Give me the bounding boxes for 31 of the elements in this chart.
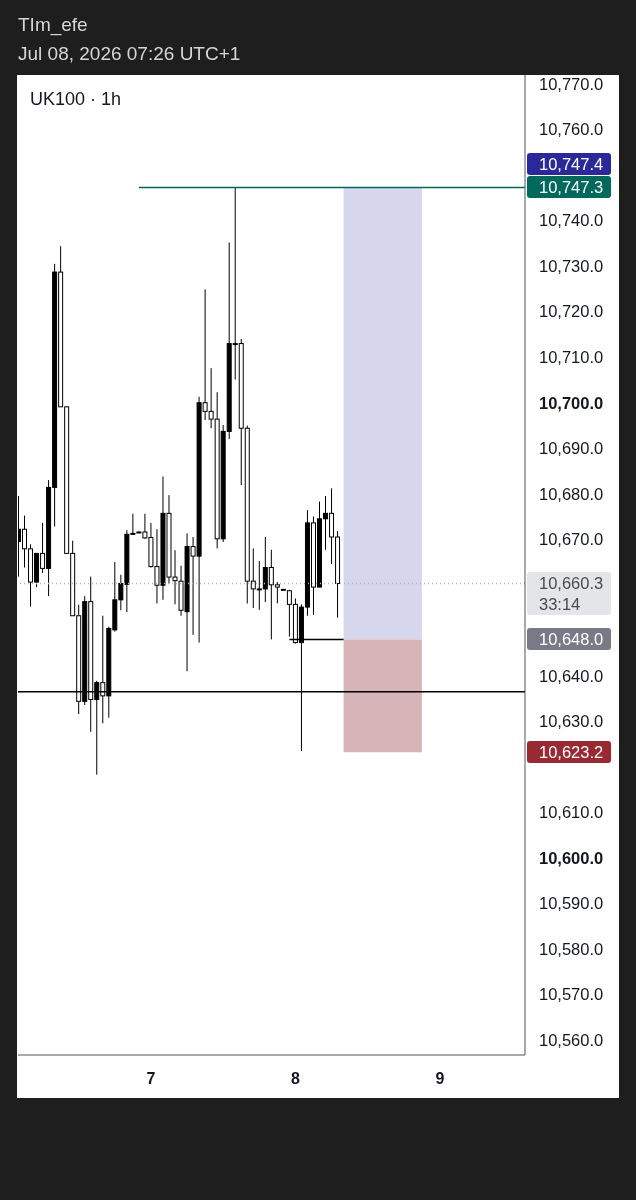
text: Jul 08, 2026 07:26 UTC+1 (18, 42, 241, 66)
y-tick-label: 10,680.0 (539, 484, 604, 503)
text: UK100 · 1h (30, 88, 122, 111)
price-tag: 10,648.0 (527, 628, 611, 651)
price-tag: 10,660.3 33:14 (527, 572, 611, 616)
y-tick-label: 10,560.0 (539, 1030, 604, 1049)
y-tick-label: 10,610.0 (539, 803, 604, 822)
y-tick-label: 10,710.0 (539, 347, 604, 366)
x-tick-label: 8 (290, 1069, 300, 1087)
y-tick-label: 10,720.0 (539, 302, 604, 321)
y-tick-label: 10,590.0 (539, 894, 604, 913)
y-tick-label: 10,630.0 (539, 712, 604, 731)
y-tick-label: 10,690.0 (539, 439, 604, 458)
x-tick-label: 9 (435, 1069, 445, 1087)
y-tick-label: 10,770.0 (539, 74, 604, 93)
y-tick-label: 10,600.0 (539, 848, 604, 867)
price-tag: 10,623.2 (527, 741, 611, 764)
ref-line-label: 10,660.3 33:14 (539, 573, 605, 616)
text: TIm_efe (18, 13, 88, 37)
y-tick-label: 10,760.0 (539, 120, 604, 139)
y-tick-label: 10,730.0 (539, 256, 604, 275)
data-label: 10,747.3 (539, 177, 605, 199)
price-tag: 10,747.4 (527, 153, 611, 176)
price-tag: 10,747.3 (527, 176, 611, 199)
y-tick-label: 10,570.0 (539, 985, 604, 1004)
y-tick-label: 10,740.0 (539, 211, 604, 230)
y-tick-label: 10,700.0 (539, 393, 604, 412)
y-tick-label: 10,640.0 (539, 666, 604, 685)
y-tick-label: 10,670.0 (539, 530, 604, 549)
y-tick-label: 10,580.0 (539, 939, 604, 958)
x-tick-label: 7 (146, 1069, 156, 1087)
